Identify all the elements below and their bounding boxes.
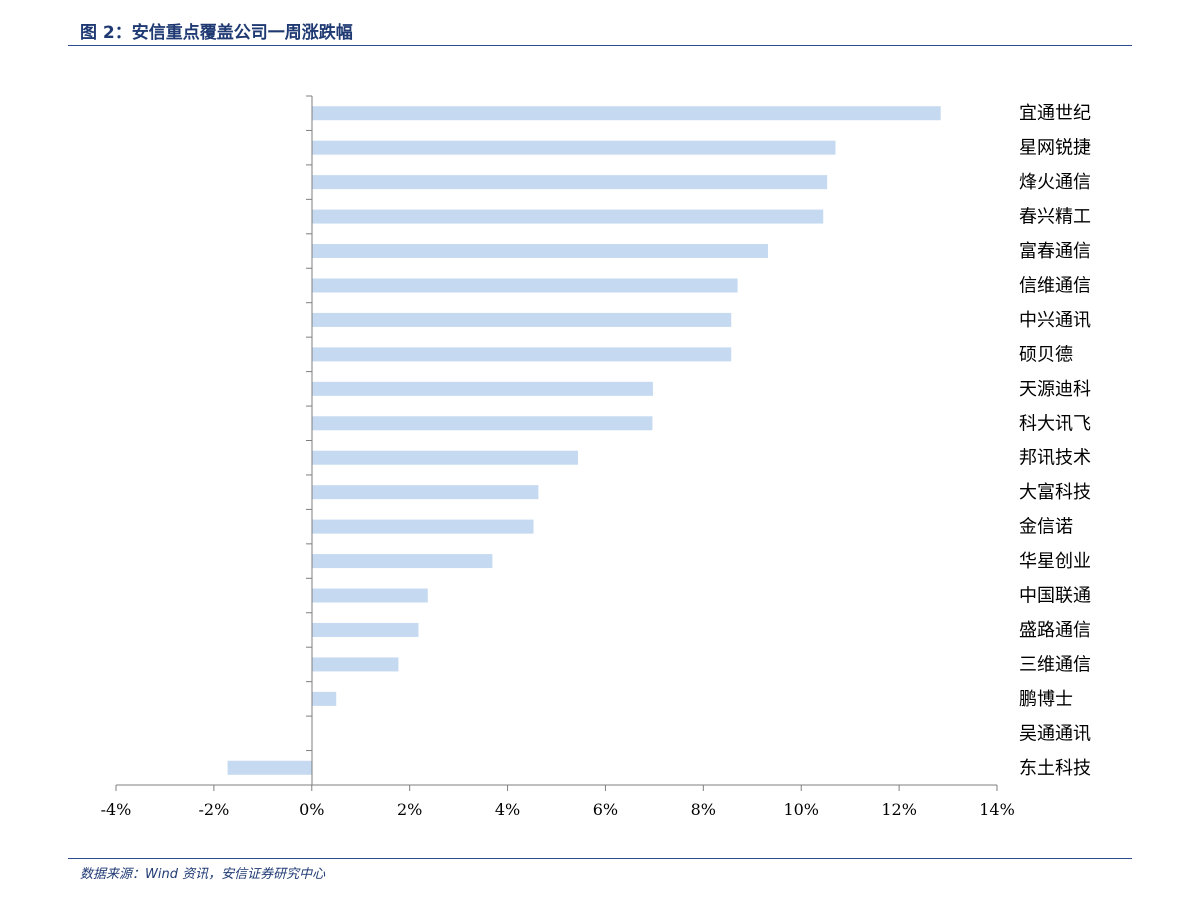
category-label-12: 金信诺 xyxy=(1019,517,1073,538)
bar-14 xyxy=(311,588,428,603)
category-label-4: 富春通信 xyxy=(1019,241,1091,262)
bar-4 xyxy=(311,244,768,259)
bar-12 xyxy=(311,519,534,534)
category-label-6: 中兴通讯 xyxy=(1019,310,1091,331)
category-label-10: 邦讯技术 xyxy=(1019,448,1091,469)
x-tick-label-5: 6% xyxy=(593,800,618,819)
header-rule xyxy=(68,45,1132,46)
figure-title: 图 2：安信重点覆盖公司一周涨跌幅 xyxy=(80,23,353,43)
category-label-0: 宜通世纪 xyxy=(1019,103,1091,124)
category-label-17: 鹏博士 xyxy=(1019,689,1073,710)
x-tick-label-8: 12% xyxy=(881,800,917,819)
bar-15 xyxy=(311,622,419,637)
bars-layer xyxy=(227,106,941,775)
bar-5 xyxy=(311,278,738,293)
bar-0 xyxy=(311,106,941,121)
bar-7 xyxy=(311,347,732,362)
bar-16 xyxy=(311,657,399,672)
category-label-13: 华星创业 xyxy=(1019,551,1091,572)
axes-layer xyxy=(115,95,998,791)
bar-10 xyxy=(311,450,579,465)
bar-chart: 宜通世纪星网锐捷烽火通信春兴精工富春通信信维通信中兴通讯硕贝德天源迪科科大讯飞邦… xyxy=(101,95,1091,819)
footer-rule xyxy=(68,858,1132,859)
bar-8 xyxy=(311,381,653,396)
x-tick-label-9: 14% xyxy=(979,800,1015,819)
category-label-1: 星网锐捷 xyxy=(1019,138,1091,159)
bar-2 xyxy=(311,175,828,190)
category-label-3: 春兴精工 xyxy=(1019,207,1091,228)
bar-19 xyxy=(227,760,312,775)
category-label-2: 烽火通信 xyxy=(1019,172,1091,193)
category-label-5: 信维通信 xyxy=(1019,275,1091,296)
category-label-9: 科大讯飞 xyxy=(1019,413,1091,434)
bar-11 xyxy=(311,485,539,500)
x-tick-label-0: -4% xyxy=(101,800,132,819)
category-label-14: 中国联通 xyxy=(1019,586,1091,607)
x-tick-label-6: 8% xyxy=(691,800,716,819)
x-tick-label-2: 0% xyxy=(299,800,324,819)
category-label-18: 吴通通讯 xyxy=(1019,723,1091,744)
x-tick-label-1: -2% xyxy=(198,800,229,819)
x-tick-label-7: 10% xyxy=(783,800,819,819)
category-label-19: 东土科技 xyxy=(1019,758,1091,779)
bar-9 xyxy=(311,416,653,431)
x-tick-label-3: 2% xyxy=(397,800,422,819)
source-note: 数据来源：Wind 资讯，安信证券研究中心 xyxy=(80,867,326,882)
labels-layer: 宜通世纪星网锐捷烽火通信春兴精工富春通信信维通信中兴通讯硕贝德天源迪科科大讯飞邦… xyxy=(101,103,1091,819)
category-label-8: 天源迪科 xyxy=(1019,379,1091,400)
bar-17 xyxy=(311,691,337,706)
category-label-15: 盛路通信 xyxy=(1019,620,1091,641)
bar-3 xyxy=(311,209,824,224)
x-tick-label-4: 4% xyxy=(495,800,520,819)
category-label-7: 硕贝德 xyxy=(1019,344,1073,365)
category-label-11: 大富科技 xyxy=(1019,482,1091,503)
category-label-16: 三维通信 xyxy=(1019,654,1091,675)
bar-13 xyxy=(311,554,493,569)
bar-1 xyxy=(311,140,836,155)
bar-6 xyxy=(311,312,732,327)
